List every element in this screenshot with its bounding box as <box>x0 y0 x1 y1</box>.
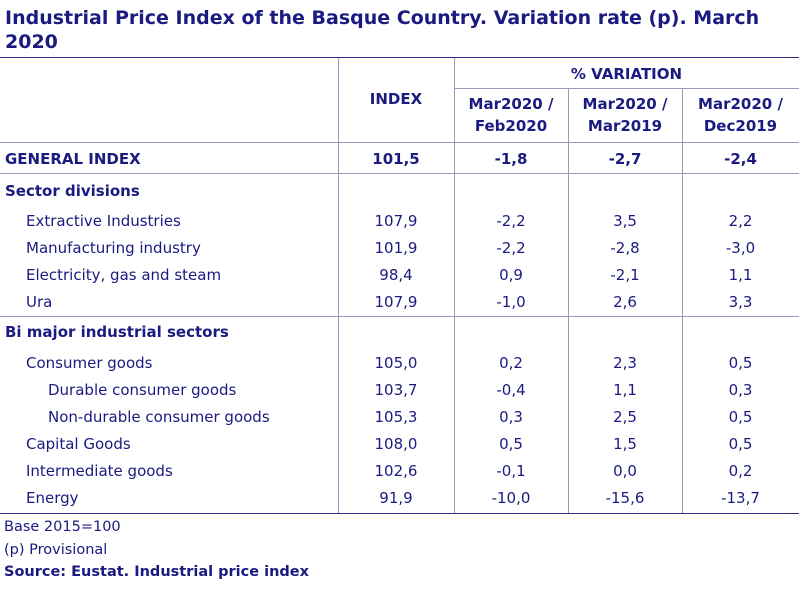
section-title-major: Bi major industrial sectors <box>5 323 229 341</box>
row-var1: 0,3 <box>499 408 523 426</box>
row-var1: 0,5 <box>499 435 523 453</box>
header-rule <box>0 142 799 143</box>
row-label: Consumer goods <box>26 354 153 372</box>
row-var1: -1,0 <box>496 293 526 311</box>
row-var2: -2,8 <box>610 239 640 257</box>
header-col1-line2: Feb2020 <box>474 117 548 135</box>
row-index: 105,0 <box>374 354 418 372</box>
row-var2: 2,5 <box>613 408 637 426</box>
row-label: Capital Goods <box>26 435 131 453</box>
row-var3: 0,5 <box>728 354 753 372</box>
row-label: Ura <box>26 293 53 311</box>
header-col2-line2: Mar2019 <box>587 117 663 135</box>
row-index: 98,4 <box>379 266 413 284</box>
row-var1: -0,4 <box>496 381 526 399</box>
row-var2: -2,1 <box>610 266 640 284</box>
row-var3: 0,3 <box>728 381 753 399</box>
row-index: 103,7 <box>374 381 418 399</box>
page-title: Industrial Price Index of the Basque Cou… <box>5 7 760 53</box>
column-divider <box>454 58 455 513</box>
row-var1: -1,8 <box>494 150 528 168</box>
row-var1: -2,2 <box>496 212 526 230</box>
row-label: Extractive Industries <box>26 212 181 230</box>
header-subrule <box>454 88 799 89</box>
footnote-source: Source: Eustat. Industrial price index <box>4 564 309 580</box>
row-var1: -10,0 <box>491 489 531 507</box>
header-col1-line1: Mar2020 / <box>468 95 554 113</box>
row-label: Electricity, gas and steam <box>26 266 222 284</box>
footnote-base: Base 2015=100 <box>4 519 121 535</box>
price-index-table: INDEX % VARIATION Mar2020 / Feb2020 Mar2… <box>0 57 799 514</box>
row-label: Durable consumer goods <box>48 381 237 399</box>
row-var1: -0,1 <box>496 462 526 480</box>
row-var2: 2,3 <box>613 354 637 372</box>
column-divider <box>682 88 683 513</box>
header-col3-line2: Dec2019 <box>703 117 778 135</box>
row-var2: 1,1 <box>613 381 637 399</box>
row-var3: 2,2 <box>728 212 753 230</box>
row-var3: 0,5 <box>728 408 753 426</box>
row-index: 101,9 <box>374 239 418 257</box>
row-index: 102,6 <box>374 462 418 480</box>
row-var2: 1,5 <box>613 435 637 453</box>
header-col2-line1: Mar2020 / <box>582 95 668 113</box>
row-var3: -2,4 <box>724 150 757 168</box>
row-index: 91,9 <box>379 489 413 507</box>
row-var1: -2,2 <box>496 239 526 257</box>
row-label: Energy <box>26 489 79 507</box>
row-var3: -13,7 <box>721 489 760 507</box>
row-index: 108,0 <box>374 435 418 453</box>
row-label: Non-durable consumer goods <box>48 408 270 426</box>
general-rule <box>0 173 799 174</box>
row-label: Manufacturing industry <box>26 239 201 257</box>
row-index: 101,5 <box>372 150 420 168</box>
row-index: 107,9 <box>374 293 418 311</box>
column-divider <box>338 58 339 513</box>
row-label: Intermediate goods <box>26 462 173 480</box>
column-divider <box>568 88 569 513</box>
row-var1: 0,9 <box>499 266 523 284</box>
header-index: INDEX <box>369 90 423 108</box>
row-var1: 0,2 <box>499 354 523 372</box>
row-var3: 3,3 <box>728 293 753 311</box>
row-label: GENERAL INDEX <box>5 150 141 168</box>
row-var2: -2,7 <box>608 150 642 168</box>
row-var2: 2,6 <box>613 293 637 311</box>
row-var3: 0,2 <box>728 462 753 480</box>
row-var3: 1,1 <box>728 266 753 284</box>
row-index: 107,9 <box>374 212 418 230</box>
section-title-sectors: Sector divisions <box>5 182 140 200</box>
row-index: 105,3 <box>374 408 418 426</box>
row-var2: -15,6 <box>605 489 645 507</box>
row-var2: 3,5 <box>613 212 637 230</box>
row-var3: 0,5 <box>728 435 753 453</box>
header-col3-line1: Mar2020 / <box>698 95 783 113</box>
header-variation: % VARIATION <box>570 65 683 83</box>
footnote-provisional: (p) Provisional <box>4 542 108 558</box>
section-rule <box>0 316 799 317</box>
row-var3: -3,0 <box>725 239 756 257</box>
row-var2: 0,0 <box>613 462 637 480</box>
